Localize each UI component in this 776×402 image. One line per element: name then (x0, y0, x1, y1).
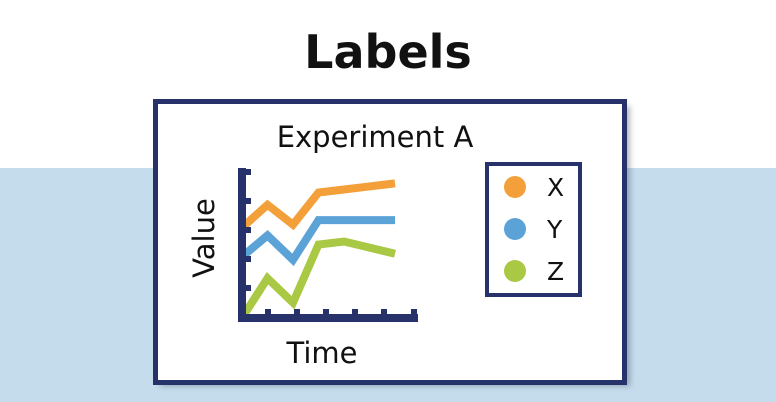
page-title: Labels (304, 25, 472, 79)
x-axis-label: Time (286, 336, 358, 370)
legend-marker-y (504, 218, 526, 240)
legend: XYZ (504, 173, 564, 286)
legend-box (485, 162, 582, 297)
series-line-y (239, 216, 395, 267)
series-line-x (239, 179, 396, 231)
legend-marker-z (504, 260, 526, 282)
series-line-z (238, 237, 396, 321)
legend-marker-x (504, 176, 526, 198)
y-axis-label: Value (187, 198, 221, 278)
legend-label-x: X (547, 173, 564, 202)
legend-label-y: Y (546, 215, 563, 244)
legend-label-z: Z (547, 257, 564, 286)
chart-title: Experiment A (277, 120, 474, 154)
axes-layer (238, 168, 418, 322)
series-layer (238, 179, 396, 321)
